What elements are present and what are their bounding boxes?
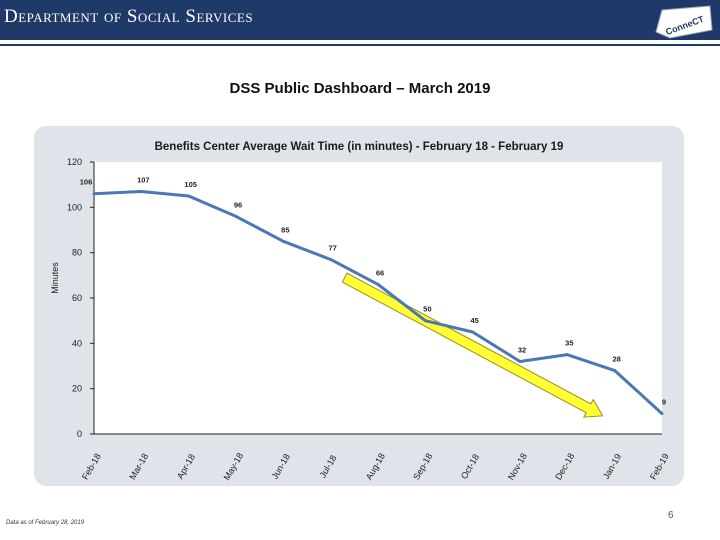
y-tick-label: 80 [72,248,82,258]
data-point [518,359,522,363]
header-bar: Department of Social Services ConneCT [0,0,720,40]
x-tick-label: Feb-18 [80,452,103,482]
x-tick-label: Oct-18 [459,452,481,480]
y-tick-label: 20 [72,384,82,394]
x-tick-label: Sep-18 [411,451,434,481]
data-label: 50 [423,305,431,314]
data-point [376,282,380,286]
data-point [471,330,475,334]
data-point [613,369,617,373]
chart-title: Benefits Center Average Wait Time (in mi… [154,141,564,153]
data-label: 77 [328,243,336,252]
data-point [565,353,569,357]
data-point [329,257,333,261]
x-tick-label: Apr-18 [175,452,197,480]
data-point [139,189,143,193]
data-point [281,239,285,243]
x-tick-label: Nov-18 [506,451,529,481]
data-label: 35 [565,339,573,348]
y-tick-label: 40 [72,338,82,348]
data-point [423,319,427,323]
data-point [660,412,664,416]
x-tick-label: Jul-18 [318,453,339,479]
data-label: 66 [376,268,384,277]
data-label: 107 [137,175,150,184]
y-axis-title: Minutes [50,262,60,294]
x-tick-label: Feb-19 [648,452,671,482]
x-tick-label: Jun-18 [270,452,292,481]
data-label: 105 [184,180,197,189]
x-tick-label: Jan-19 [601,452,623,481]
y-tick-label: 60 [72,293,82,303]
data-label: 28 [612,355,620,364]
data-point [234,214,238,218]
data-label: 45 [470,316,478,325]
data-point [92,192,96,196]
page-title: DSS Public Dashboard – March 2019 [229,80,491,97]
data-point [187,194,191,198]
page-number: 6 [668,510,674,521]
connect-logo-icon: ConneCT [655,5,713,39]
y-tick-label: 100 [67,202,82,212]
y-tick-label: 0 [77,429,82,439]
data-label: 85 [281,225,289,234]
x-tick-label: Dec-18 [553,451,576,481]
trend-arrow [341,272,604,418]
x-tick-label: Mar-18 [127,452,150,482]
data-label: 9 [662,398,666,407]
x-tick-label: May-18 [222,451,246,482]
header-title: Department of Social Services [4,6,254,27]
data-label: 32 [518,345,526,354]
y-tick-label: 120 [67,157,82,167]
x-tick-label: Aug-18 [364,451,387,481]
footnote: Data as of February 28, 2019 [6,520,85,526]
header-rule [0,44,720,46]
data-label: 96 [234,200,242,209]
data-label: 106 [80,178,93,187]
